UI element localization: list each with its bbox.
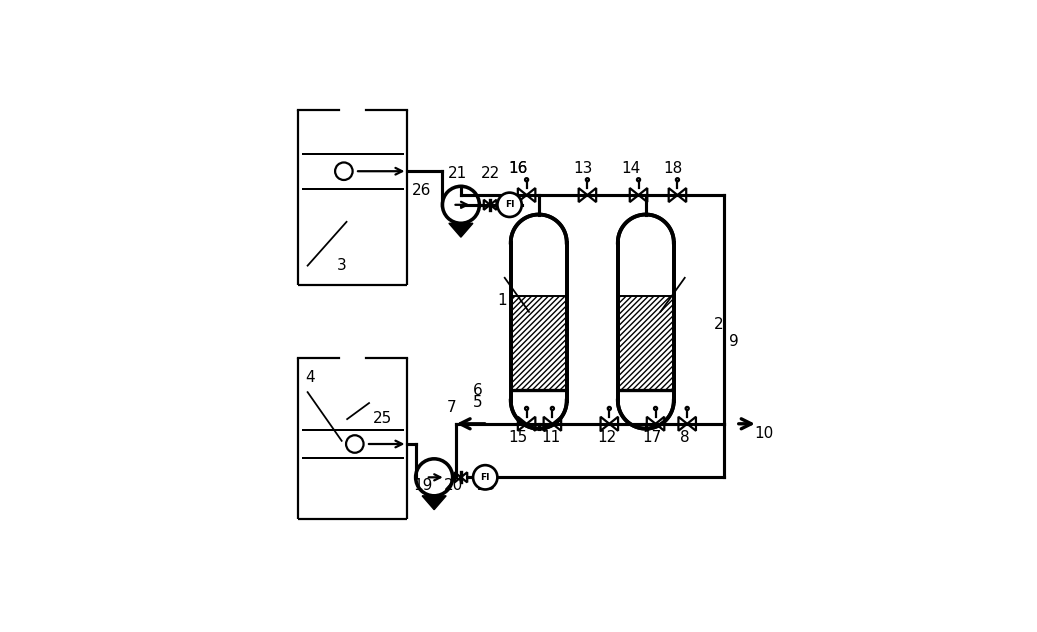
- Text: 23: 23: [477, 478, 497, 494]
- Text: 26: 26: [413, 183, 431, 198]
- Text: 11: 11: [541, 430, 561, 445]
- Bar: [619, 296, 673, 390]
- Text: 12: 12: [597, 430, 617, 445]
- Circle shape: [498, 193, 522, 217]
- Text: 15: 15: [508, 430, 528, 445]
- Text: 25: 25: [373, 411, 393, 427]
- Text: 19: 19: [414, 478, 433, 494]
- Text: FI: FI: [480, 473, 489, 482]
- Text: 18: 18: [663, 161, 682, 176]
- Bar: [511, 296, 566, 390]
- Text: 7: 7: [446, 399, 456, 415]
- Text: 3: 3: [337, 258, 346, 273]
- Text: 13: 13: [572, 161, 592, 176]
- Bar: [511, 296, 566, 390]
- Text: 14: 14: [621, 161, 641, 176]
- Text: 9: 9: [729, 334, 738, 349]
- Text: 17: 17: [643, 430, 662, 445]
- Polygon shape: [449, 223, 473, 237]
- Text: 4: 4: [305, 370, 315, 385]
- Text: 6: 6: [473, 382, 483, 398]
- Text: 16: 16: [508, 161, 528, 176]
- Polygon shape: [422, 496, 446, 509]
- Text: 21: 21: [448, 166, 467, 181]
- Text: 8: 8: [680, 430, 690, 445]
- Text: 2: 2: [713, 317, 724, 332]
- Text: 10: 10: [754, 427, 774, 441]
- Circle shape: [473, 465, 498, 489]
- Text: 1: 1: [498, 293, 507, 308]
- Bar: [619, 296, 673, 390]
- Text: 5: 5: [473, 395, 483, 410]
- Text: FI: FI: [505, 200, 514, 209]
- Text: 16: 16: [508, 161, 528, 176]
- Text: 20: 20: [444, 478, 464, 494]
- Text: 22: 22: [480, 166, 500, 181]
